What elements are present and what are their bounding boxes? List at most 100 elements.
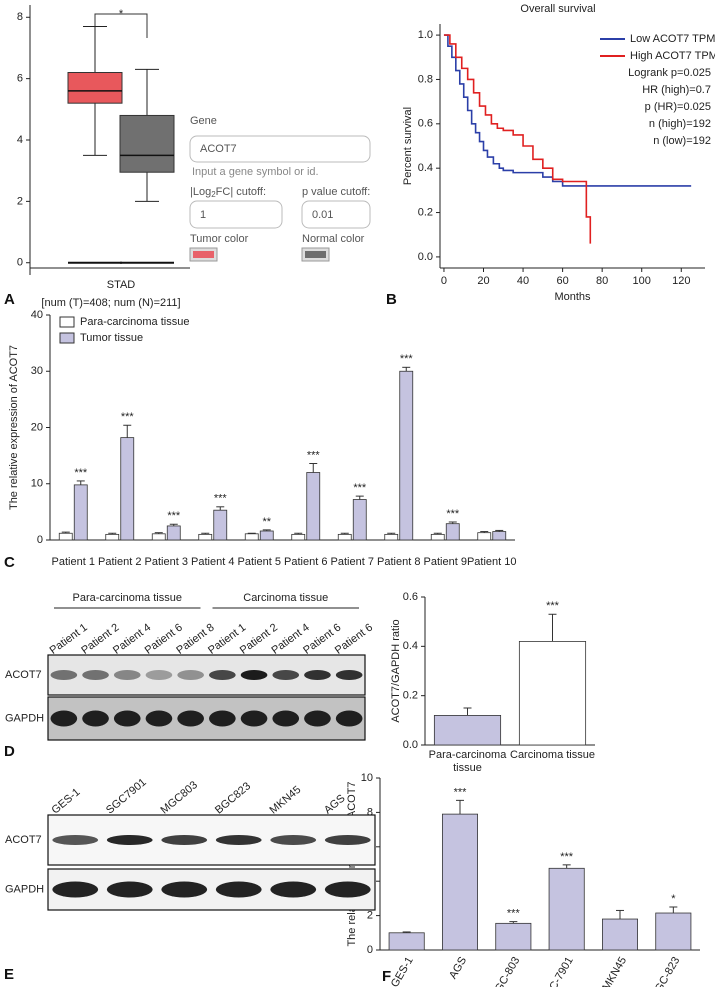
x-tick-label: 0 xyxy=(441,275,447,287)
significance: *** xyxy=(454,786,468,798)
bar xyxy=(151,533,166,541)
bar xyxy=(399,370,414,541)
blot-band xyxy=(270,881,317,898)
x-tick-label-box: Carcinoma tissue xyxy=(510,749,595,761)
normal-label: Normal color xyxy=(302,233,365,245)
blot-band xyxy=(50,670,78,680)
y-tick-label: 0 xyxy=(37,534,43,546)
x-tick-label: Patient 5 xyxy=(238,556,281,568)
blot-band xyxy=(335,710,363,727)
survival-curve xyxy=(443,34,592,244)
x-axis-label: Months xyxy=(554,291,591,303)
y-tick-label: 2 xyxy=(17,195,23,207)
tumor-label: Tumor color xyxy=(190,233,249,245)
panel-letter: B xyxy=(386,291,397,308)
y-tick-label: 0 xyxy=(17,257,23,269)
y-tick-label: 0.4 xyxy=(403,640,418,652)
x-tick-label: Carcinoma tissue xyxy=(510,749,595,761)
bar xyxy=(58,532,73,541)
y-axis-label: The relative expression of ACOT7 xyxy=(8,345,20,510)
bar xyxy=(477,532,492,541)
y-tick-label: 0.6 xyxy=(418,118,433,130)
blot-band xyxy=(240,710,268,727)
significance: *** xyxy=(167,510,181,522)
x-tick-label: Para-carcinoma tissue xyxy=(428,749,507,774)
panel-letter: E xyxy=(4,966,14,983)
blot-band xyxy=(209,710,236,727)
significance-bracket xyxy=(94,13,148,38)
significance: *** xyxy=(307,449,321,461)
blot-band xyxy=(324,881,371,898)
bar xyxy=(213,509,228,541)
blot-band xyxy=(177,670,204,680)
blot-band xyxy=(52,835,99,845)
box xyxy=(67,72,123,104)
bar xyxy=(105,533,120,541)
box xyxy=(119,114,175,173)
y-tick-label: 20 xyxy=(31,421,43,433)
x-tick-label: BGC-823 xyxy=(649,955,682,987)
y-tick-label: 1.0 xyxy=(418,29,433,41)
lane-label: AGS xyxy=(322,792,348,816)
blot-band xyxy=(50,710,78,727)
bar xyxy=(495,922,532,951)
x-tick-label: SGC-7901 xyxy=(539,955,575,987)
fc-label: |Log2FC| cutoff: xyxy=(190,186,266,199)
row-label: ACOT7 xyxy=(5,834,42,846)
x-tick-label: MGC-803 xyxy=(488,955,522,987)
x-tick-label: Patient 4 xyxy=(191,556,234,568)
blot-band xyxy=(82,710,109,727)
x-tick-label: Patient 9 xyxy=(424,556,467,568)
x-tick-label: 120 xyxy=(672,275,690,287)
stat-label: HR (high)=0.7 xyxy=(642,84,711,96)
significance: *** xyxy=(446,508,460,520)
lane-label: BGC823 xyxy=(213,780,253,816)
x-tick-label: 80 xyxy=(596,275,608,287)
blot-band xyxy=(215,881,262,898)
fc-input[interactable] xyxy=(189,200,283,229)
bar xyxy=(445,523,460,541)
bar xyxy=(120,437,135,541)
y-tick-label: 0.8 xyxy=(418,73,433,85)
significance: *** xyxy=(121,411,135,423)
gene-input[interactable] xyxy=(189,135,371,163)
blot-band xyxy=(161,835,208,845)
blot-band xyxy=(272,670,300,680)
group-label: Carcinoma tissue xyxy=(243,592,328,604)
panel-letter: D xyxy=(4,743,15,760)
gene-hint: Input a gene symbol or id. xyxy=(192,166,319,178)
stat-label: Logrank p=0.025 xyxy=(628,67,711,79)
p-input[interactable] xyxy=(301,200,371,229)
blot-strip xyxy=(47,814,376,866)
panel-letter: C xyxy=(4,554,15,571)
legend-swatch xyxy=(59,316,75,328)
significance: * xyxy=(119,8,124,20)
blot-band xyxy=(270,835,317,845)
significance: *** xyxy=(353,482,367,494)
y-tick-label: 4 xyxy=(17,134,23,146)
lane-label: MKN45 xyxy=(268,784,304,817)
y-tick-label: 2 xyxy=(367,910,373,922)
tumor-swatch xyxy=(193,251,214,258)
legend-label: High ACOT7 TPM xyxy=(630,50,715,62)
x-tick-label: Patient 2 xyxy=(98,556,141,568)
blot-band xyxy=(161,881,208,898)
legend-label: Low ACOT7 TPM xyxy=(630,33,715,45)
y-tick-label: 40 xyxy=(31,309,43,321)
x-tick-label: 20 xyxy=(477,275,489,287)
y-tick-label: 0.0 xyxy=(403,739,418,751)
gene-value: ACOT7 xyxy=(200,143,237,155)
y-tick-label: 0 xyxy=(367,944,373,956)
bar xyxy=(433,715,502,746)
blot-band xyxy=(177,710,204,727)
x-tick-label: MKN45 xyxy=(600,955,629,987)
bar xyxy=(306,472,321,541)
y-tick-label: 6 xyxy=(17,73,23,85)
blot-band xyxy=(272,710,300,727)
significance: *** xyxy=(560,851,574,863)
bar xyxy=(73,484,88,541)
x-tick-label: Patient 10 xyxy=(467,556,517,568)
x-tick-label: 60 xyxy=(556,275,568,287)
y-axis-label: Percent survival xyxy=(402,107,414,185)
lane-label: MGC803 xyxy=(159,779,200,816)
